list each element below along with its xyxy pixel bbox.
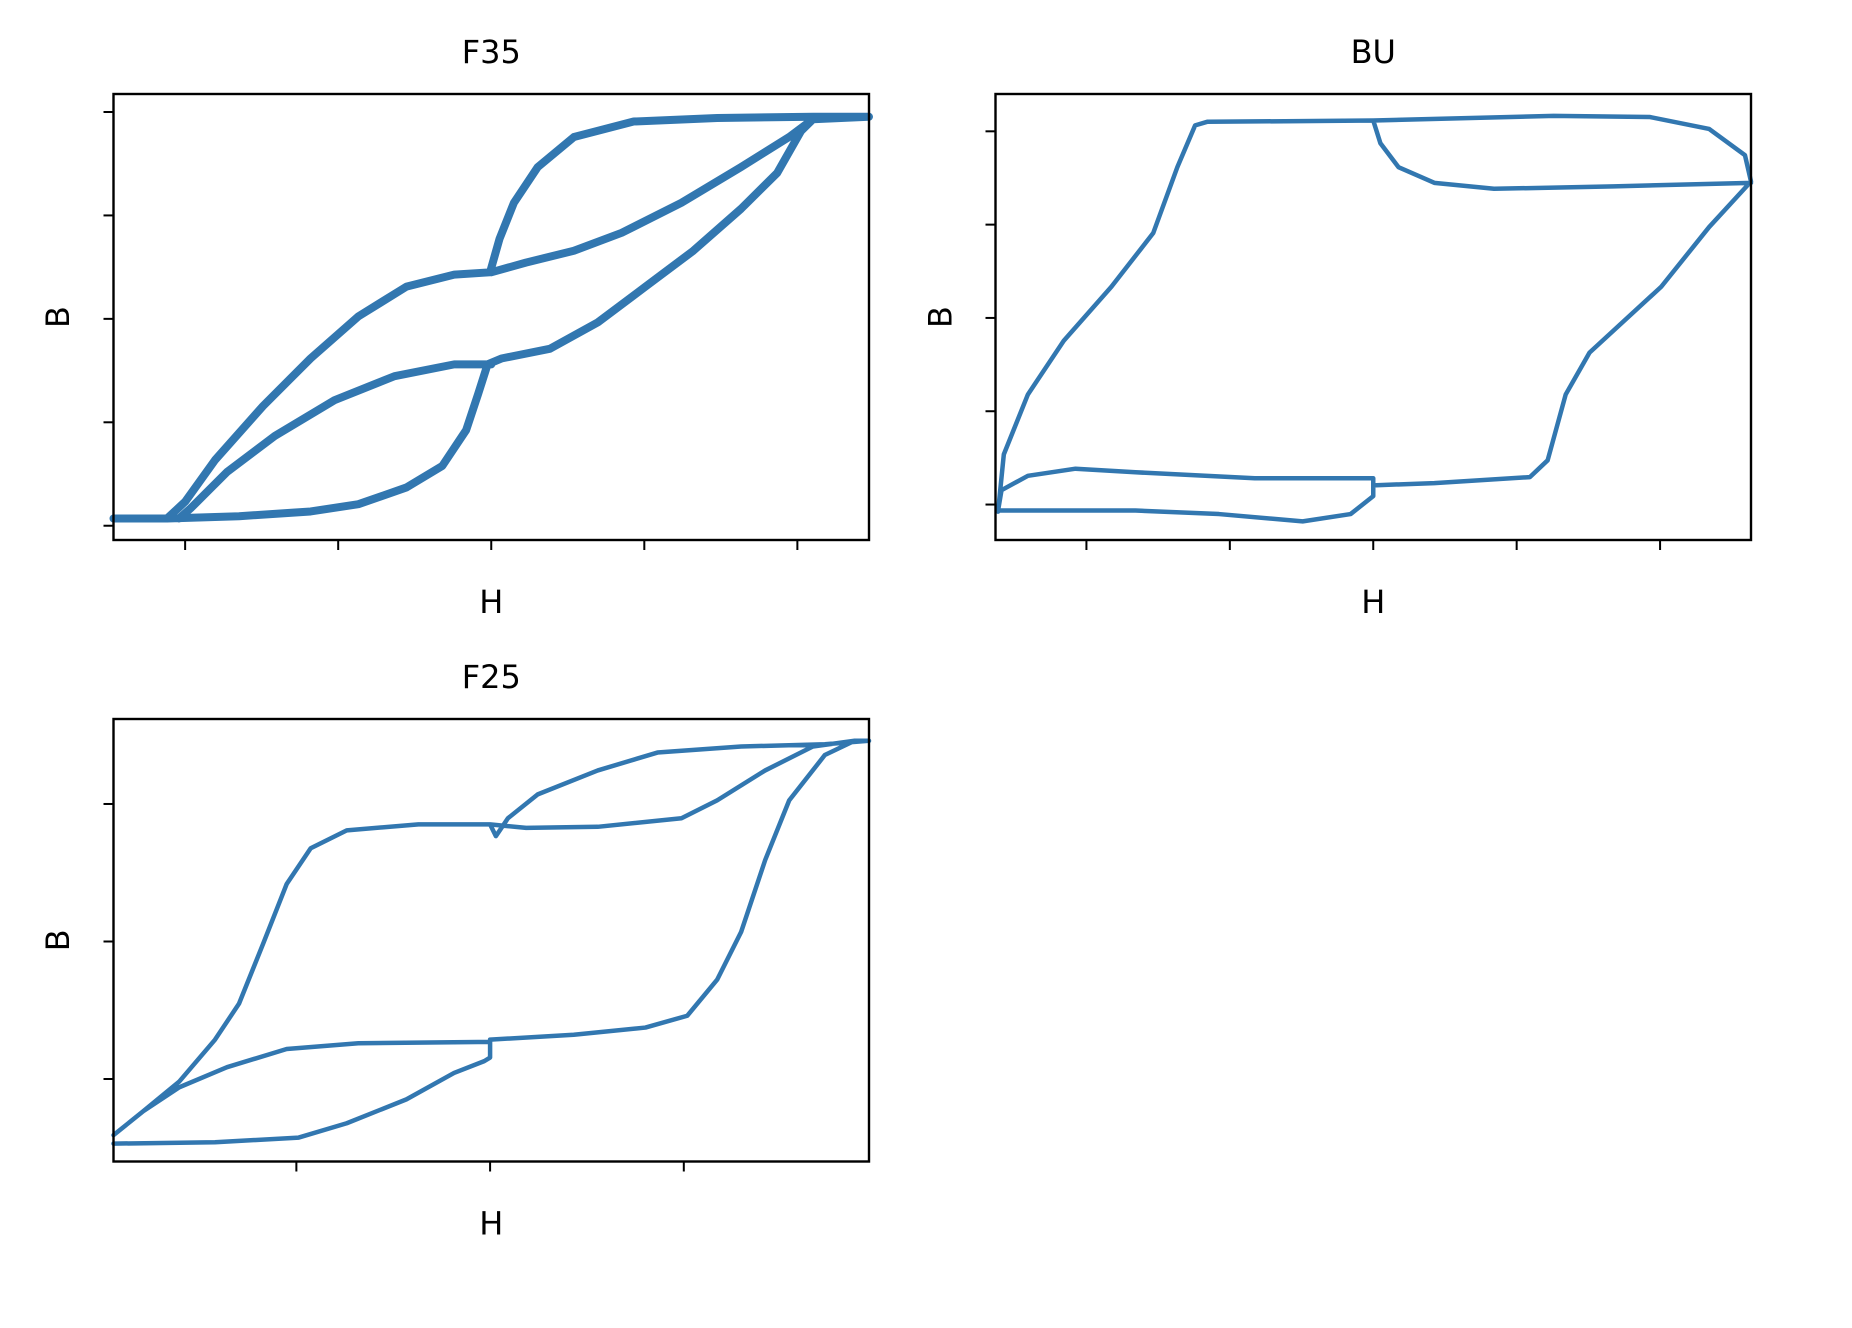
hysteresis-curve [111, 738, 872, 1146]
subplot-title: F25 [462, 658, 521, 696]
y-axis-label: B [39, 306, 77, 328]
y-axis-label: B [39, 929, 77, 951]
plot-frame [994, 92, 1753, 542]
hysteresis-curve [995, 113, 1754, 524]
x-axis-label: H [479, 583, 503, 621]
subplot-title: F35 [462, 33, 521, 71]
x-axis-label: H [1361, 583, 1385, 621]
subplot: F35 H B [39, 33, 873, 621]
x-axis-label: H [479, 1205, 503, 1243]
plot-frame [112, 717, 871, 1163]
subplot-title: BU [1351, 33, 1396, 71]
subplot: F25 H B [39, 658, 872, 1243]
y-axis-label: B [922, 306, 960, 328]
hysteresis-curve [109, 112, 873, 523]
subplot: BU H B [922, 33, 1754, 621]
